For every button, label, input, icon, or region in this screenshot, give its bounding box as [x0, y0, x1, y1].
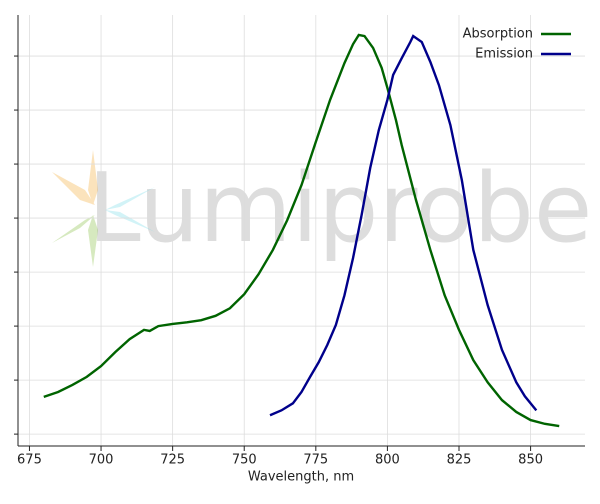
- watermark: Lumiprobe: [88, 154, 593, 264]
- x-tick-label: 850: [518, 453, 543, 468]
- line: [269, 34, 538, 417]
- x-tick-label: 825: [447, 453, 472, 468]
- x-tick-label: 725: [160, 453, 185, 468]
- line: [43, 33, 560, 428]
- legend-label: Absorption: [463, 27, 533, 42]
- legend-label: Emission: [475, 47, 533, 62]
- x-tick-label: 775: [303, 453, 328, 468]
- x-axis-label: Wavelength, nm: [248, 470, 354, 485]
- x-tick-label: 700: [89, 453, 114, 468]
- x-tick-label: 750: [232, 453, 257, 468]
- x-tick-label: 800: [375, 453, 400, 468]
- x-tick-label: 675: [17, 453, 42, 468]
- watermark-logo: [52, 150, 155, 267]
